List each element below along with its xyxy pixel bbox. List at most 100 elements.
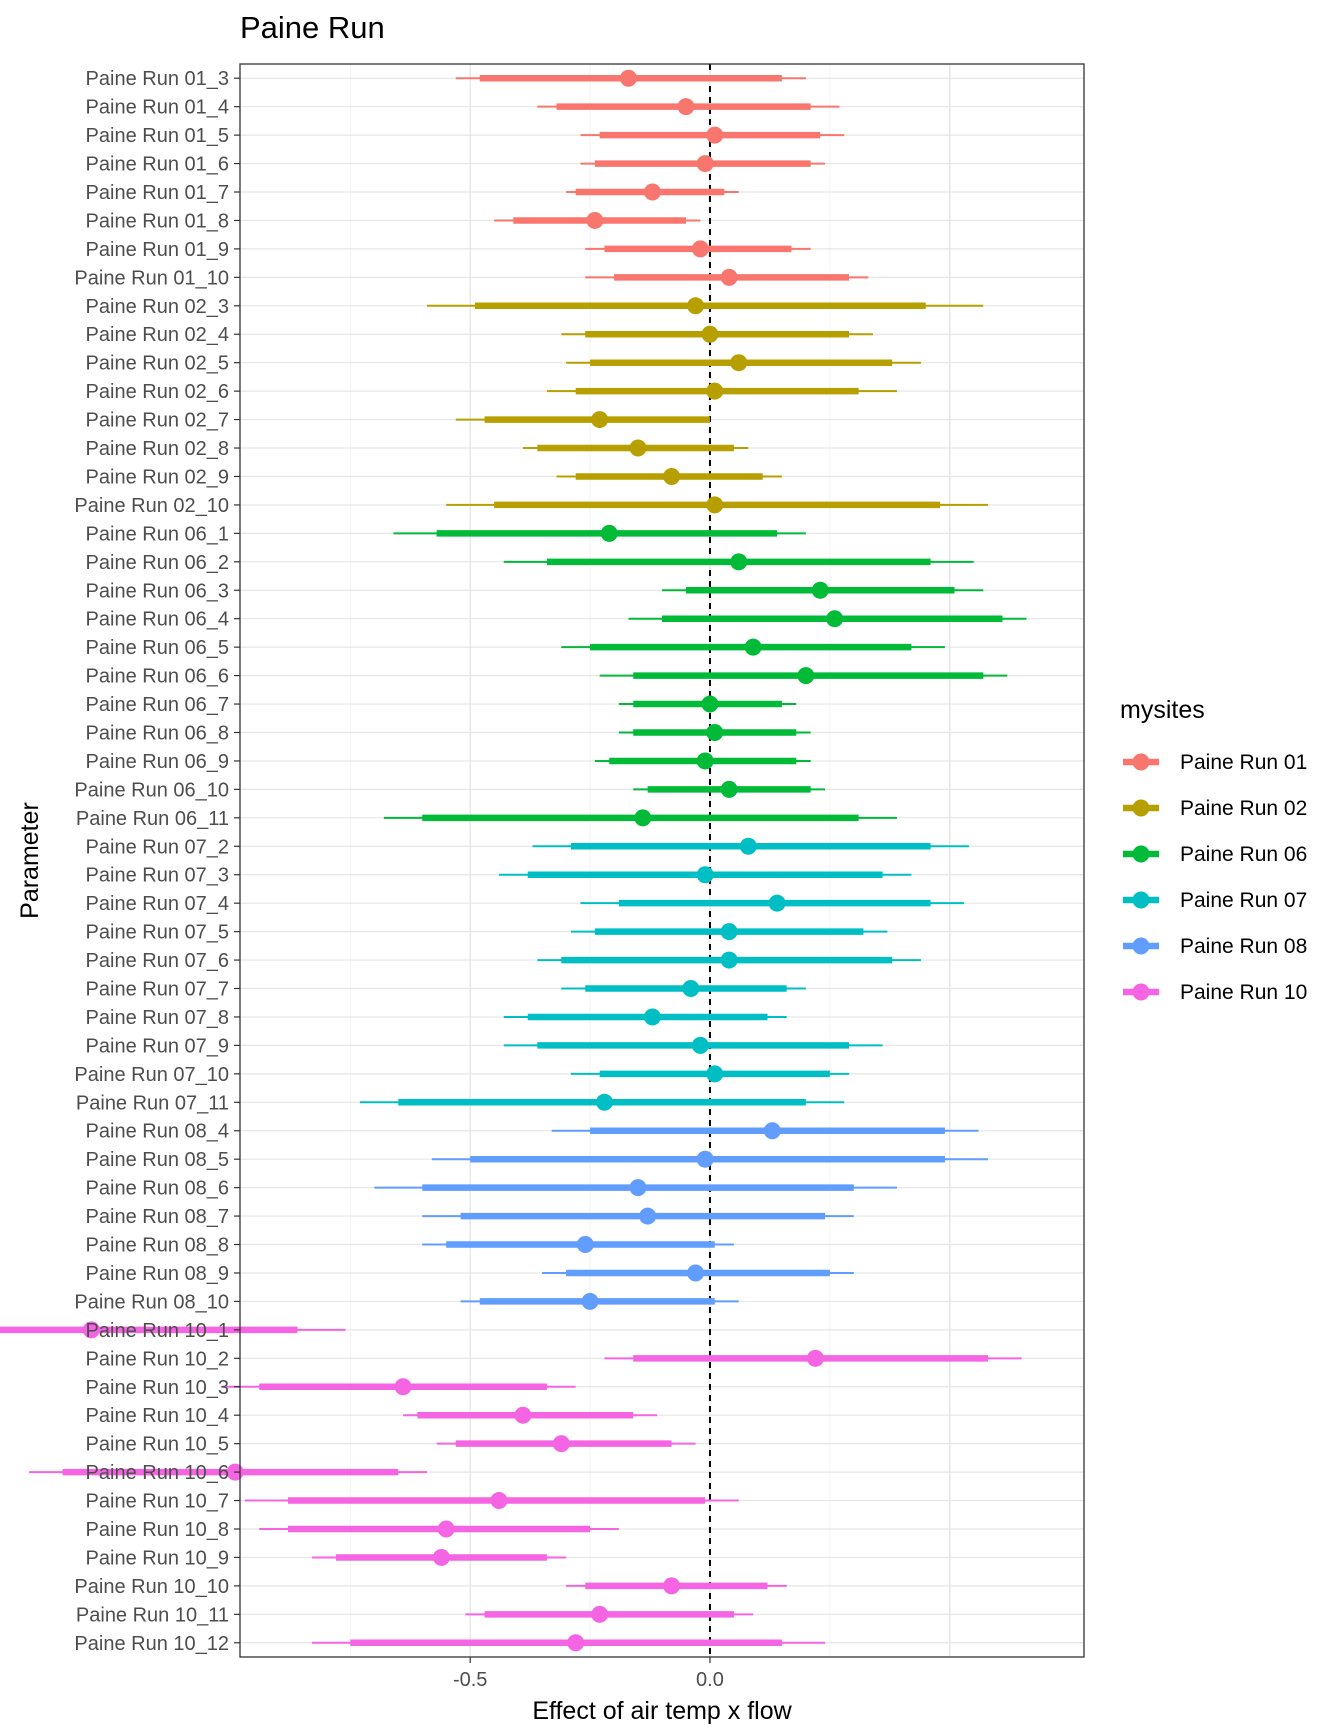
interval-row [618,695,797,713]
y-tick-labels: Paine Run 01_3 Paine Run 01_4 Paine Run 01… [74,68,240,1655]
interval-row [633,780,826,798]
y-tick-label: Paine Run 02_7 [86,410,229,432]
y-axis-title: Parameter [16,802,44,919]
y-tick-label: Paine Run 06_4 [86,609,229,631]
legend-item: Paine Run 10 [1123,981,1307,1004]
y-tick-label: Paine Run 10_7 [86,1491,229,1513]
interval-row [532,837,969,855]
estimate-point [634,809,652,827]
y-tick-label: Paine Run 01_8 [86,210,229,232]
y-tick-label: Paine Run 10_10 [74,1576,229,1598]
interval-row [561,638,945,656]
interval-row [498,866,912,884]
interval-row [220,1378,576,1396]
estimate-point [514,1406,532,1424]
interval-row [503,553,974,571]
legend-label: Paine Run 07 [1180,889,1307,912]
interval-row [580,155,826,173]
interval-row [374,1179,897,1197]
estimate-point [437,1520,455,1538]
y-tick-label: Paine Run 07_9 [86,1035,229,1057]
legend-key-point [1132,937,1150,955]
interval-row [561,980,806,998]
estimate-point [691,1036,709,1054]
legend-key-point [1132,845,1150,863]
estimate-point [82,1321,100,1339]
y-tick-label: Paine Run 07_8 [86,1007,229,1029]
interval-row [618,723,811,741]
estimate-point [663,467,681,485]
y-tick-label: Paine Run 07_6 [86,950,229,972]
estimate-point [619,69,637,87]
interval-row [580,126,845,144]
interval-row [455,411,710,429]
y-tick-label: Paine Run 08_9 [86,1263,229,1285]
y-tick-label: Paine Run 10_9 [86,1547,229,1569]
y-tick-label: Paine Run 06_11 [76,808,229,830]
estimate-point [552,1435,570,1453]
estimate-point [720,780,738,798]
estimate-point [643,183,661,201]
y-tick-label: Paine Run 06_2 [86,552,229,574]
y-tick-label: Paine Run 10_3 [86,1377,229,1399]
interval-row [460,1292,739,1310]
legend-item: Paine Run 08 [1123,935,1307,958]
y-tick-label: Paine Run 01_10 [74,267,229,289]
interval-row [259,1520,619,1538]
estimate-point [643,1008,661,1026]
interval-row [604,1349,1022,1367]
estimate-point [682,980,700,998]
y-tick-label: Paine Run 06_9 [86,751,229,773]
interval-row [594,752,811,770]
estimate-point [576,1236,594,1254]
interval-row [580,894,965,912]
y-tick-label: Paine Run 06_3 [86,580,229,602]
interval-row [427,297,984,315]
estimate-point [730,553,748,571]
y-tick-label: Paine Run 08_5 [86,1149,229,1171]
y-tick-label: Paine Run 07_11 [76,1092,229,1114]
legend-key-point [1132,799,1150,817]
interval-row [570,1065,850,1083]
y-tick-label: Paine Run 10_2 [86,1348,229,1370]
y-tick-label: Paine Run 01_6 [86,154,229,176]
interval-row [503,1036,883,1054]
legend: mysites Paine Run 01 Paine Run 02 Paine Ru… [1120,696,1307,1004]
y-tick-label: Paine Run 07_4 [86,893,229,915]
legend-title: mysites [1120,696,1205,724]
estimate-point [811,581,829,599]
y-tick-label: Paine Run 01_9 [86,239,229,261]
estimate-point [720,923,738,941]
y-tick-label: Paine Run 01_7 [86,182,229,204]
y-tick-label: Paine Run 07_2 [86,836,229,858]
interval-row [383,809,897,827]
panel-border [239,63,1085,1658]
estimate-point [706,723,724,741]
estimate-point [696,866,714,884]
interval-row [628,610,1027,628]
y-tick-label: Paine Run 06_10 [74,779,229,801]
y-tick-label: Paine Run 10_6 [86,1462,229,1484]
estimate-point [826,610,844,628]
interval-row [244,1492,739,1510]
legend-item: Paine Run 01 [1123,751,1307,774]
y-tick-label: Paine Run 06_8 [86,722,229,744]
estimate-point [687,297,705,315]
y-tick-label: Paine Run 10_12 [74,1633,229,1655]
interval-row [403,1406,658,1424]
interval-row [455,69,806,87]
legend-key-point [1132,891,1150,909]
estimate-point [567,1634,585,1652]
y-tick-label: Paine Run 02_8 [86,438,229,460]
estimate-point [720,268,738,286]
estimate-point [696,752,714,770]
estimate-point [797,667,815,685]
interval-row [422,1207,854,1225]
interval-row [551,1122,979,1140]
y-tick-label: Paine Run 07_10 [74,1064,229,1086]
legend-label: Paine Run 02 [1180,797,1307,820]
legend-item: Paine Run 06 [1123,843,1307,866]
legend-label: Paine Run 01 [1180,751,1307,774]
